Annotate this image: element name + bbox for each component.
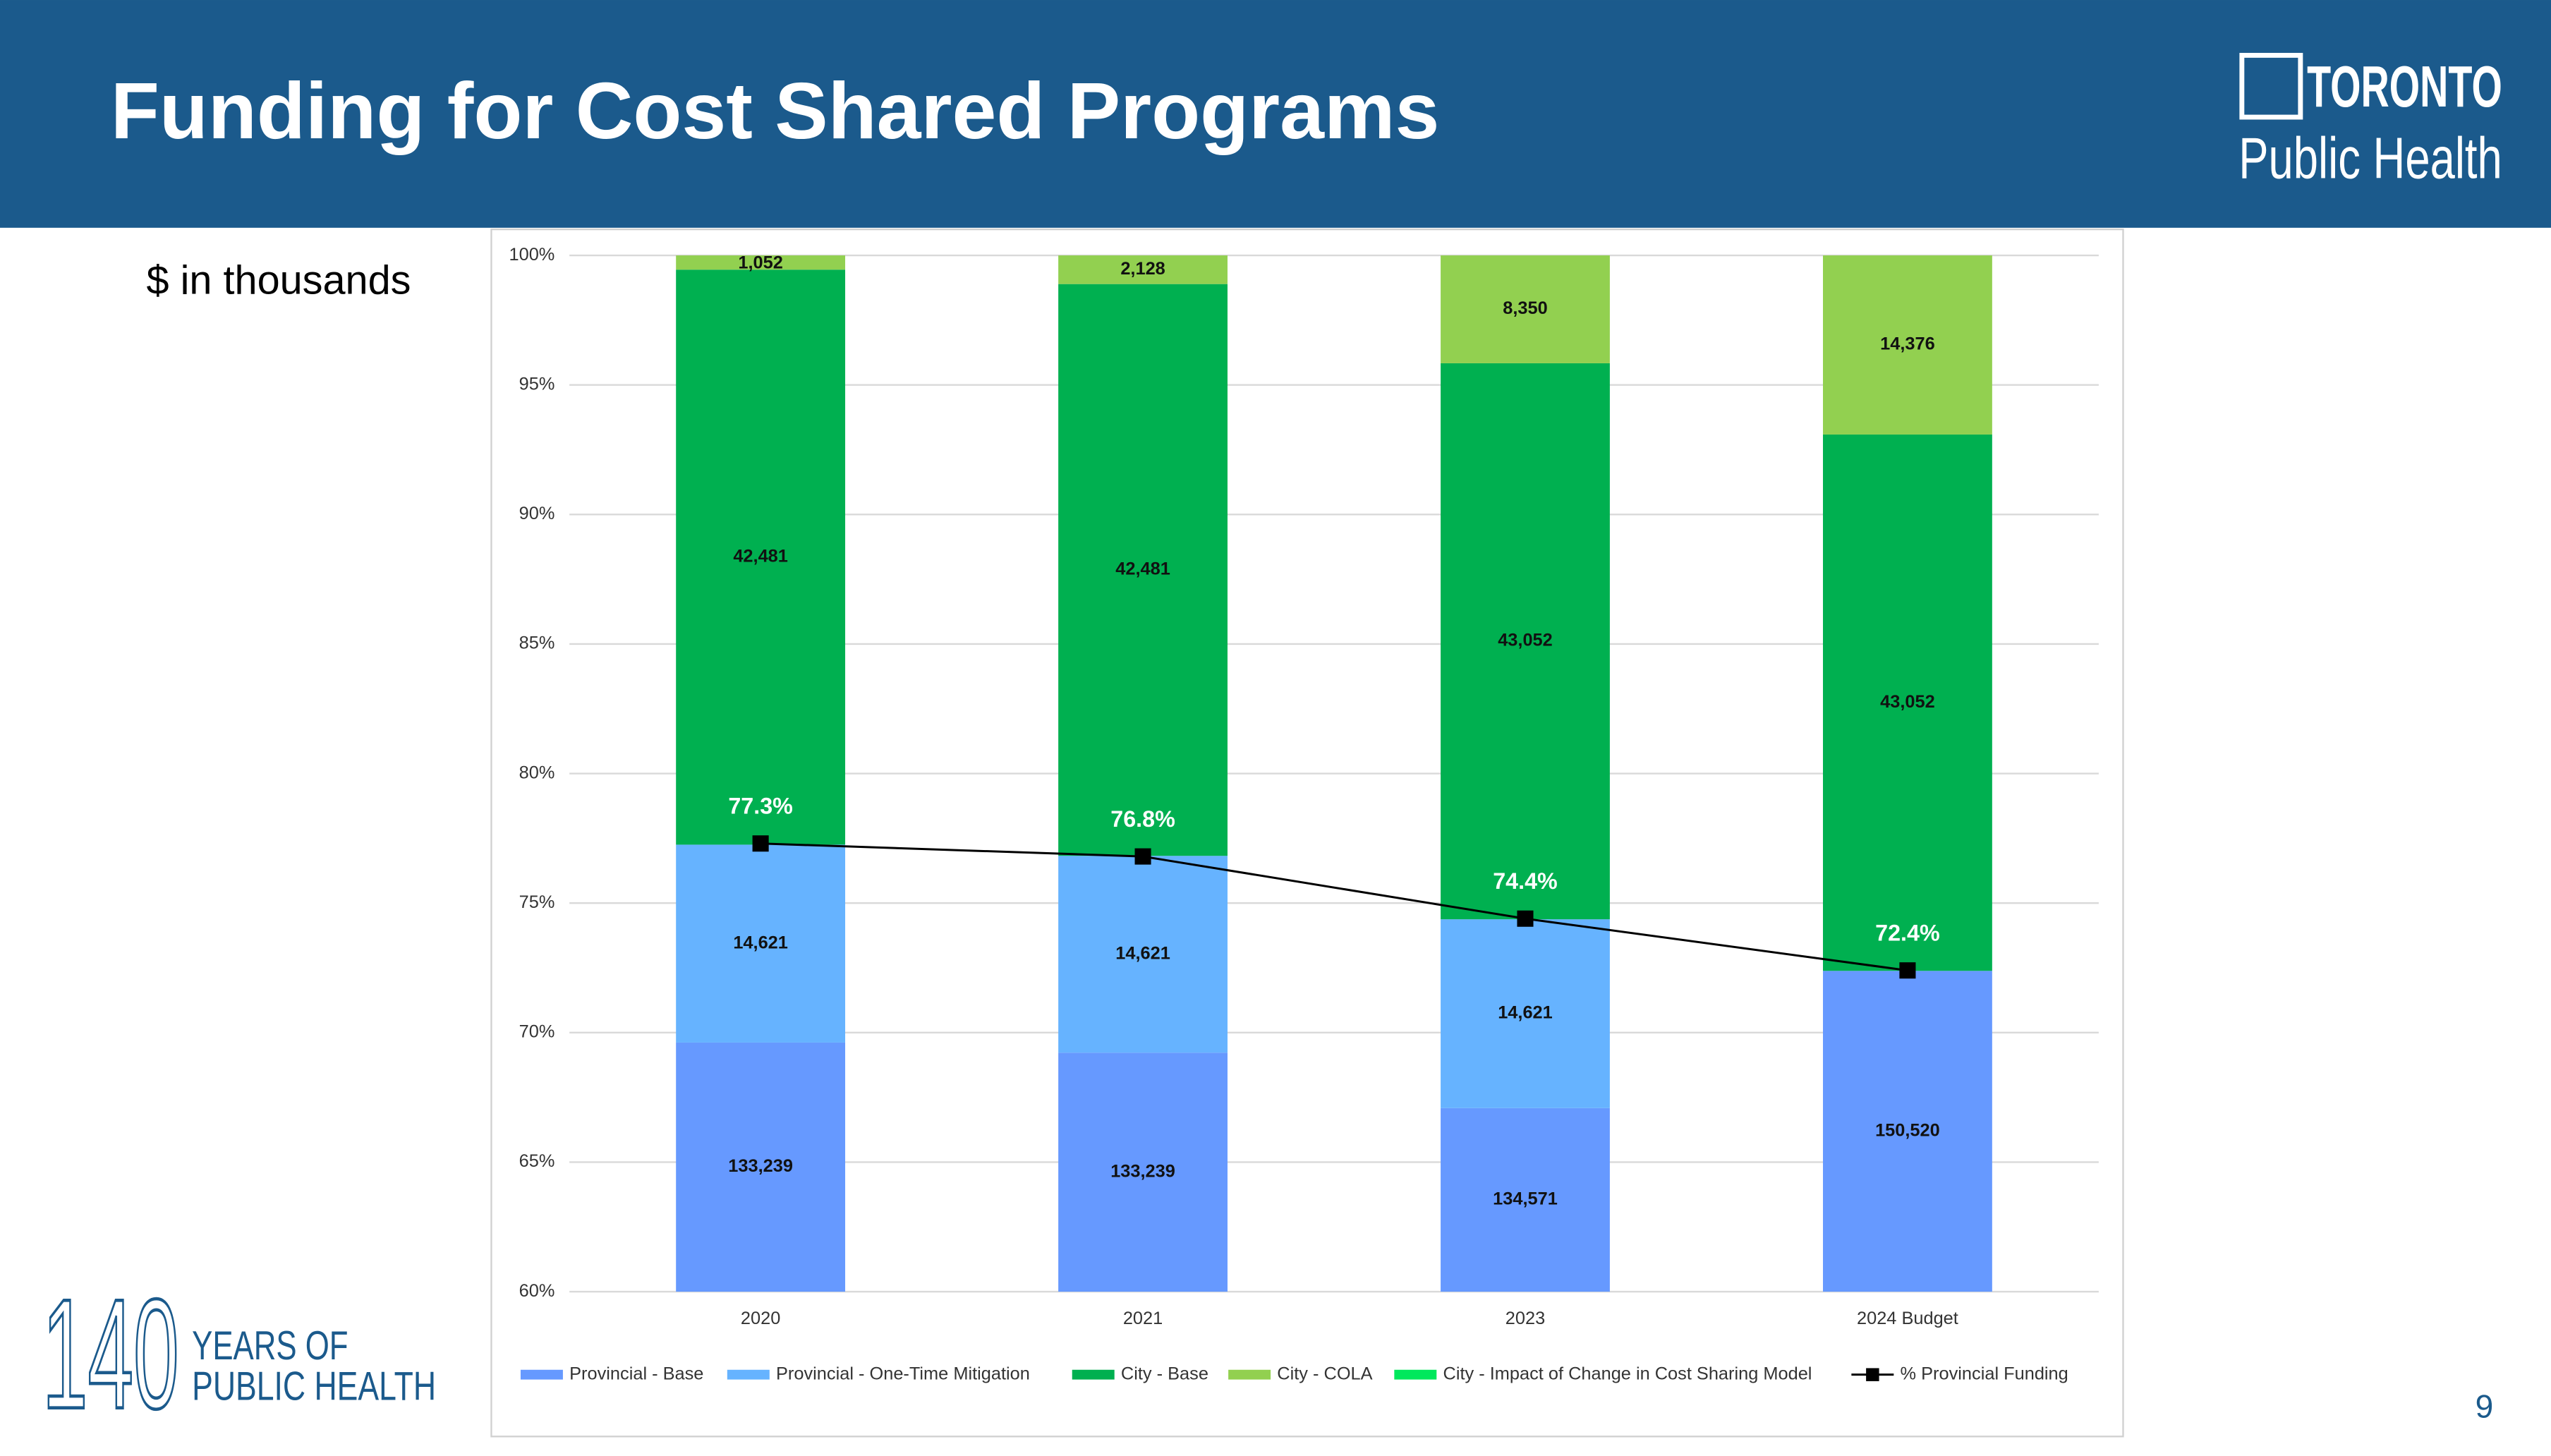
logo-icon <box>2239 52 2303 120</box>
logo-text: Public Health <box>2238 126 2502 191</box>
line-label: 74.4% <box>1493 868 1558 894</box>
header-band <box>0 0 2551 228</box>
legend-swatch <box>727 1369 770 1380</box>
y-tick-label: 80% <box>519 763 555 782</box>
badge-text: YEARS OF <box>192 1323 348 1369</box>
data-label: 43,052 <box>1880 692 1935 712</box>
bar-segment <box>1441 363 1610 920</box>
bar-segment <box>1058 1052 1228 1292</box>
badge-text: PUBLIC HEALTH <box>192 1364 436 1409</box>
line-label: 76.8% <box>1110 806 1175 832</box>
badge-number: 140 <box>42 1267 179 1441</box>
logo: TORONTO Public Health <box>2238 52 2502 191</box>
page-number: 9 <box>2476 1388 2494 1424</box>
y-tick-label: 60% <box>519 1281 555 1301</box>
line-label: 72.4% <box>1875 920 1940 945</box>
line-marker <box>1134 848 1151 865</box>
legend-label: % Provincial Funding <box>1901 1364 2068 1383</box>
legend-swatch <box>1866 1368 1879 1381</box>
bar-segment <box>676 844 846 1043</box>
legend-swatch <box>1072 1369 1115 1380</box>
subtitle: $ in thousands <box>147 258 411 303</box>
bar-segment <box>676 255 846 270</box>
legend-swatch <box>520 1369 563 1380</box>
data-label: 42,481 <box>733 547 788 566</box>
bar-segment <box>676 269 846 845</box>
data-label: 14,621 <box>733 933 788 952</box>
bar-segment <box>1058 255 1228 284</box>
logo-text: TORONTO <box>2307 54 2502 119</box>
x-tick-label: 2023 <box>1505 1309 1545 1328</box>
y-tick-label: 75% <box>519 892 555 912</box>
data-label: 133,239 <box>728 1156 793 1176</box>
line-marker <box>1517 910 1534 927</box>
bar-segment <box>1058 856 1228 1053</box>
y-tick-label: 95% <box>519 374 555 394</box>
legend-swatch <box>1394 1369 1437 1380</box>
x-tick-label: 2021 <box>1123 1309 1163 1328</box>
data-label: 133,239 <box>1110 1161 1175 1181</box>
slide-title: Funding for Cost Shared Programs <box>111 66 1439 155</box>
data-label: 150,520 <box>1875 1120 1940 1140</box>
data-label: 14,621 <box>1498 1003 1553 1023</box>
legend-swatch <box>1228 1369 1271 1380</box>
line-marker <box>1899 962 1916 979</box>
data-label: 2,128 <box>1120 259 1165 279</box>
y-tick-label: 90% <box>519 504 555 523</box>
bar-segment <box>676 1042 846 1292</box>
data-label: 8,350 <box>1503 298 1547 318</box>
legend-label: Provincial - One-Time Mitigation <box>776 1364 1030 1383</box>
line-label: 77.3% <box>728 794 793 819</box>
legend-label: City - Impact of Change in Cost Sharing … <box>1443 1364 1812 1383</box>
bar-segment <box>1441 255 1610 363</box>
y-tick-label: 65% <box>519 1151 555 1171</box>
line <box>761 842 1908 972</box>
legend-label: Provincial - Base <box>569 1364 703 1383</box>
y-tick-label: 70% <box>519 1022 555 1042</box>
bar-segment <box>1441 1108 1610 1292</box>
bar-segment <box>1058 284 1228 856</box>
legend-label: City - Base <box>1121 1364 1208 1383</box>
legend-label: City - COLA <box>1277 1364 1372 1383</box>
y-tick-label: 85% <box>519 633 555 653</box>
bar-segment <box>1441 919 1610 1108</box>
data-label: 14,376 <box>1880 334 1935 354</box>
data-label: 42,481 <box>1115 559 1170 579</box>
data-label: 14,621 <box>1115 943 1170 963</box>
x-tick-label: 2024 Budget <box>1857 1309 1958 1328</box>
badge: 140 YEARS OF PUBLIC HEALTH <box>41 1265 436 1443</box>
data-label: 43,052 <box>1498 631 1553 650</box>
data-label: 1,052 <box>738 253 782 272</box>
bar-segment <box>1823 434 1992 971</box>
bar-segment <box>1823 971 1992 1292</box>
line-marker <box>752 835 769 852</box>
y-tick-label: 100% <box>509 245 555 265</box>
data-label: 134,571 <box>1493 1189 1558 1209</box>
x-tick-label: 2020 <box>741 1309 780 1328</box>
bar-segment <box>1823 255 1992 435</box>
